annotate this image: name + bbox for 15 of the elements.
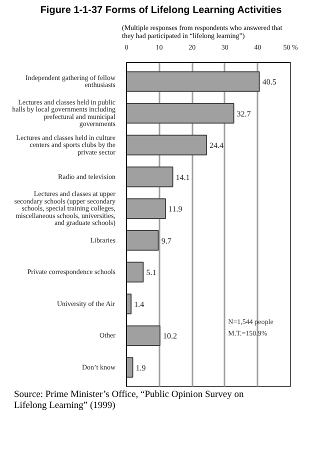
bar xyxy=(126,262,144,282)
data-label: 1.9 xyxy=(136,363,146,372)
bar xyxy=(126,357,134,378)
chart-title: Figure 1-1-37 Forms of Lifelong Learning Activities xyxy=(40,4,282,18)
data-label: 11.9 xyxy=(168,204,182,214)
bar xyxy=(126,294,132,314)
data-label: 10.2 xyxy=(162,332,177,341)
data-label: 1.4 xyxy=(134,300,144,309)
data-label: 24.4 xyxy=(210,141,224,150)
source-note: Source: Prime Minister’s Office, “Public Opinion Survey on Lifelong Learning” (1999) xyxy=(14,390,245,413)
data-label: 32.7 xyxy=(236,109,251,118)
data-label: 9.7 xyxy=(161,236,172,246)
data-label: 5.1 xyxy=(146,268,156,278)
data-label: 14.1 xyxy=(176,172,190,182)
data-label: 40.5 xyxy=(262,78,276,87)
